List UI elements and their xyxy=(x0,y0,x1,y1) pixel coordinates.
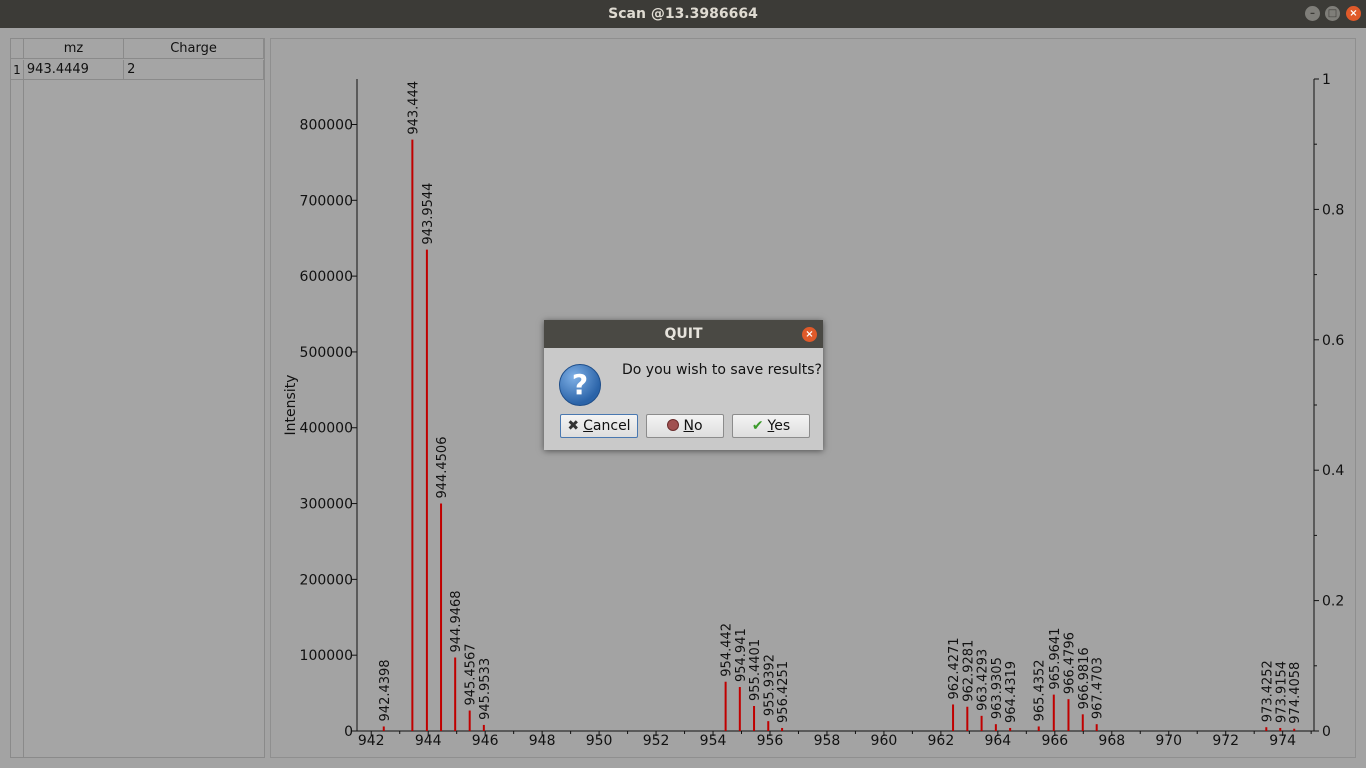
x-tick-label: 944 xyxy=(415,733,442,749)
x-tick-label: 970 xyxy=(1155,733,1182,749)
no-mnemonic: N xyxy=(683,418,694,434)
minimize-icon: – xyxy=(1310,8,1315,19)
cancel-icon: ✖ xyxy=(567,418,580,434)
peak-label: 966.9816 xyxy=(1077,647,1092,709)
x-tick-label: 960 xyxy=(871,733,898,749)
quit-dialog: QUIT × ? Do you wish to save results? ✖ C… xyxy=(544,320,823,450)
peak-label: 962.9281 xyxy=(961,640,976,702)
peak-label: 944.4506 xyxy=(435,437,450,499)
window-title: Scan @13.3986664 xyxy=(608,6,758,22)
close-button[interactable]: × xyxy=(1346,6,1361,21)
y-tick-label: 800000 xyxy=(300,117,353,133)
x-tick-label: 948 xyxy=(529,733,556,749)
x-tick-label: 942 xyxy=(358,733,385,749)
peak-label: 965.9641 xyxy=(1048,628,1063,690)
no-label: o xyxy=(693,418,703,434)
dialog-close-button[interactable]: × xyxy=(802,327,817,342)
minimize-button[interactable]: – xyxy=(1305,6,1320,21)
peak-label: 963.4293 xyxy=(976,649,991,711)
y2-tick-label: 0 xyxy=(1322,724,1331,740)
y2-tick-label: 0.8 xyxy=(1322,202,1344,218)
peak-label: 943.9544 xyxy=(421,183,436,245)
peak-label: 964.4319 xyxy=(1004,661,1019,723)
cancel-label: ancel xyxy=(592,418,631,434)
cancel-button[interactable]: ✖ Cancel xyxy=(560,414,638,438)
x-tick-label: 968 xyxy=(1098,733,1125,749)
peak-label: 973.4252 xyxy=(1260,660,1275,722)
x-tick-label: 962 xyxy=(928,733,955,749)
peak-label: 965.4352 xyxy=(1033,659,1048,721)
yes-label: es xyxy=(774,418,791,434)
column-header-charge[interactable]: Charge xyxy=(124,39,264,59)
yes-button[interactable]: ✔ Yes xyxy=(732,414,810,438)
y-tick-label: 700000 xyxy=(300,193,353,209)
table-header: mz Charge xyxy=(11,39,264,59)
close-icon: × xyxy=(1349,8,1358,19)
table-row[interactable]: 1 943.4449 2 xyxy=(11,60,265,80)
peak-label: 954.941 xyxy=(734,628,749,682)
x-tick-label: 966 xyxy=(1041,733,1068,749)
y-tick-label: 100000 xyxy=(300,648,353,664)
x-tick-label: 952 xyxy=(643,733,670,749)
close-icon: × xyxy=(805,329,814,340)
peak-label: 974.4058 xyxy=(1288,662,1303,724)
window-titlebar: Scan @13.3986664 – □ × xyxy=(0,0,1366,28)
peak-label: 955.9392 xyxy=(762,654,777,716)
peaks-table[interactable]: mz Charge 1 943.4449 2 xyxy=(10,38,265,758)
cell-mz[interactable]: 943.4449 xyxy=(23,60,125,80)
peak-label: 954.442 xyxy=(720,623,735,677)
peak-label: 962.4271 xyxy=(947,637,962,699)
y-tick-label: 400000 xyxy=(300,421,353,437)
spectrum-chart[interactable]: 0 100000 200000 300000 400000 500000 600000 700… xyxy=(270,38,1356,758)
dialog-message: Do you wish to save results? xyxy=(622,362,822,378)
x-tick-label: 954 xyxy=(700,733,727,749)
y-tick-label: 500000 xyxy=(300,345,353,361)
y-tick-label: 0 xyxy=(344,724,353,740)
cancel-mnemonic: C xyxy=(583,418,593,434)
x-tick-label: 956 xyxy=(757,733,784,749)
row-index[interactable]: 1 xyxy=(11,60,24,80)
x-tick-label: 964 xyxy=(984,733,1011,749)
y-axis-label: Intensity xyxy=(283,375,299,436)
y-tick-label: 300000 xyxy=(300,497,353,513)
cell-charge[interactable]: 2 xyxy=(124,60,265,80)
row-header-strip xyxy=(11,80,24,757)
y2-tick-label: 0.2 xyxy=(1322,594,1344,610)
y-tick-label: 200000 xyxy=(300,572,353,588)
x-tick-label: 974 xyxy=(1269,733,1296,749)
peak-label: 967.4703 xyxy=(1091,657,1106,719)
dialog-title: QUIT xyxy=(664,326,703,342)
no-icon xyxy=(667,419,680,431)
y2-tick-label: 0.4 xyxy=(1322,463,1344,479)
y-tick-label: 600000 xyxy=(300,269,353,285)
y2-tick-label: 0.6 xyxy=(1322,333,1344,349)
peak-label: 942.4398 xyxy=(378,659,393,721)
y2-tick-label: 1 xyxy=(1322,72,1331,88)
peak-label: 966.4796 xyxy=(1062,632,1077,694)
dialog-titlebar: QUIT × xyxy=(544,320,823,348)
peak-label: 943.444 xyxy=(406,81,421,135)
maximize-button[interactable]: □ xyxy=(1325,6,1340,21)
peak-label: 973.9154 xyxy=(1274,661,1289,723)
x-tick-label: 958 xyxy=(814,733,841,749)
peak-label: 956.4251 xyxy=(776,661,791,723)
yes-mnemonic: Y xyxy=(767,418,775,434)
check-icon: ✔ xyxy=(751,418,764,434)
maximize-icon: □ xyxy=(1327,8,1338,19)
table-corner[interactable] xyxy=(11,39,24,59)
peak-label: 945.9533 xyxy=(478,658,493,720)
no-button[interactable]: No xyxy=(646,414,724,438)
x-tick-label: 946 xyxy=(472,733,499,749)
x-tick-label: 972 xyxy=(1212,733,1239,749)
peak-label: 945.4567 xyxy=(464,643,479,705)
peak-label: 944.9468 xyxy=(449,590,464,652)
x-tick-label: 950 xyxy=(586,733,613,749)
column-header-mz[interactable]: mz xyxy=(23,39,125,59)
question-icon: ? xyxy=(559,364,601,406)
peak-label: 955.4401 xyxy=(748,639,763,701)
peak-label: 963.9305 xyxy=(990,657,1005,719)
spectrum-svg: 0 100000 200000 300000 400000 500000 600000 700… xyxy=(283,72,1344,749)
